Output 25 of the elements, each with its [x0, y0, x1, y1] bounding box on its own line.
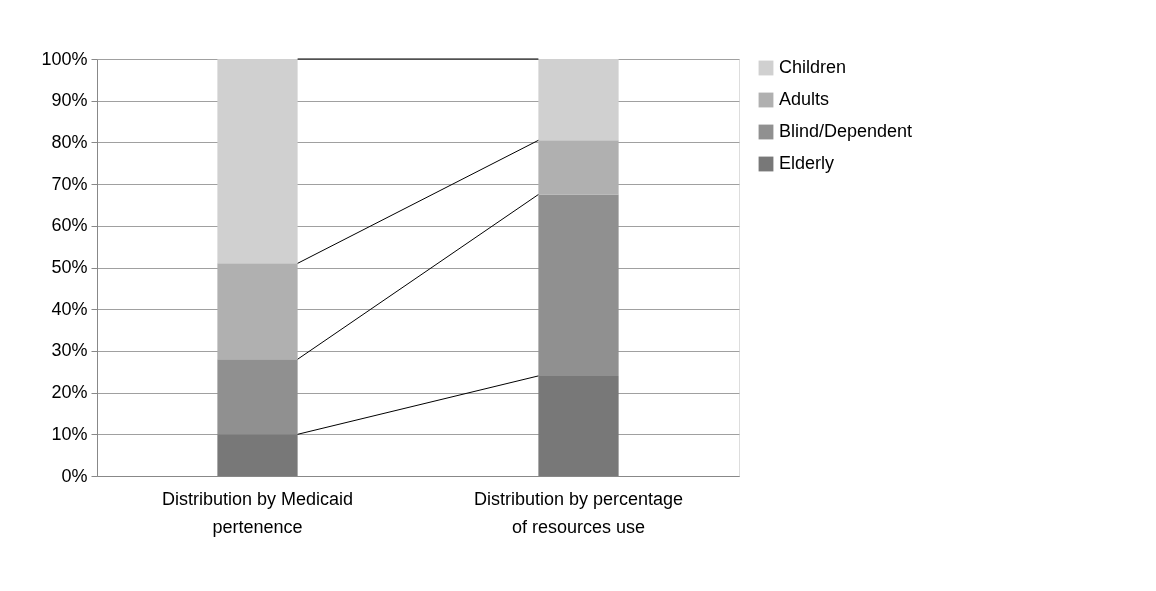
legend-label: Adults	[779, 89, 830, 109]
bar	[538, 59, 619, 141]
bar	[217, 359, 298, 435]
legend-label: Children	[779, 57, 847, 77]
y-tick-label: 20%	[51, 382, 88, 403]
x-tick-label: Distribution by Medicaid pertenence	[161, 488, 354, 537]
bar	[538, 375, 619, 476]
bar	[538, 140, 619, 195]
bar	[217, 263, 298, 360]
y-tick-label: 10%	[51, 423, 88, 444]
legend-label: Blind/Dependent	[779, 121, 913, 141]
y-tick-label: 40%	[51, 298, 88, 319]
y-tick-label: 50%	[51, 257, 88, 277]
bar	[217, 434, 298, 476]
y-tick-label: 30%	[51, 340, 88, 361]
bar	[538, 194, 619, 376]
y-tick-label: 80%	[51, 131, 88, 152]
y-tick-label: 90%	[51, 90, 88, 111]
legend-label: Elderly	[779, 153, 835, 173]
y-tick-label: 60%	[51, 215, 88, 236]
y-tick-label: 70%	[51, 173, 88, 194]
bar	[217, 59, 298, 264]
x-tick-label: Distribution by percentage of resources use	[473, 488, 684, 537]
y-tick-label: 100%	[41, 48, 88, 69]
y-tick-label: 0%	[61, 465, 88, 486]
